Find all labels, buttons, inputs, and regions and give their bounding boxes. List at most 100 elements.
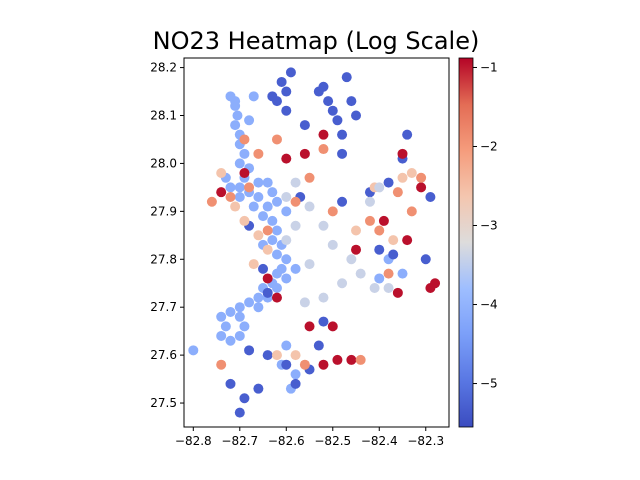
data-point (244, 345, 255, 356)
data-point (188, 345, 199, 356)
data-point (290, 378, 301, 389)
data-point (216, 359, 227, 370)
data-point (234, 191, 245, 202)
data-point (271, 225, 282, 236)
data-point (225, 191, 236, 202)
data-point (281, 206, 292, 217)
data-point (341, 72, 352, 83)
data-point (374, 225, 385, 236)
data-point (258, 263, 269, 274)
data-point (216, 168, 227, 179)
data-point (420, 254, 431, 265)
data-point (262, 177, 273, 188)
data-point (318, 81, 329, 92)
data-point (262, 350, 273, 361)
data-point (378, 215, 389, 226)
data-point (290, 369, 301, 380)
data-point (225, 335, 236, 346)
colorbar-tick-label: −1 (480, 60, 498, 74)
colorbar-axis: −5 −4 −3 −2 −1 (473, 60, 498, 391)
data-point (281, 254, 292, 265)
data-point (262, 287, 273, 298)
data-point (281, 235, 292, 246)
data-point (318, 220, 329, 231)
data-point (271, 196, 282, 207)
data-point (253, 383, 264, 394)
data-point (253, 302, 264, 313)
data-point (239, 393, 250, 404)
data-point (253, 191, 264, 202)
y-tick-label: 27.9 (150, 204, 177, 218)
data-point (402, 235, 413, 246)
data-point (304, 172, 315, 183)
data-point (383, 177, 394, 188)
data-point (299, 148, 310, 159)
chart-title: NO23 Heatmap (Log Scale) (153, 27, 480, 55)
data-point (318, 316, 329, 327)
data-point (290, 177, 301, 188)
data-point (406, 206, 417, 217)
data-point (216, 311, 227, 322)
colorbar-tick-label: −2 (480, 139, 498, 153)
data-point (271, 96, 282, 107)
data-point (239, 215, 250, 226)
data-point (262, 244, 273, 255)
data-point (327, 105, 338, 116)
y-tick-label: 27.7 (150, 300, 177, 314)
data-point (369, 283, 380, 294)
data-point (299, 297, 310, 308)
data-point (388, 235, 399, 246)
x-tick-label: −82.7 (221, 434, 258, 448)
data-point (383, 268, 394, 279)
data-point (216, 330, 227, 341)
y-tick-label: 27.5 (150, 396, 177, 410)
data-point (239, 134, 250, 145)
data-point (392, 187, 403, 198)
data-point (271, 283, 282, 294)
data-point (346, 354, 357, 365)
data-point (290, 220, 301, 231)
data-point (220, 321, 231, 332)
y-tick-label: 27.8 (150, 252, 177, 266)
data-point (402, 129, 413, 140)
data-point (271, 350, 282, 361)
data-point (397, 268, 408, 279)
data-point (337, 278, 348, 289)
data-point (304, 201, 315, 212)
x-tick-label: −82.5 (314, 434, 351, 448)
data-point (318, 144, 329, 155)
data-point (351, 225, 362, 236)
data-point (281, 340, 292, 351)
data-point (299, 359, 310, 370)
data-point (232, 110, 243, 121)
scatter-points (188, 67, 441, 418)
y-tick-label: 27.6 (150, 348, 177, 362)
colorbar (458, 57, 474, 428)
data-point (234, 182, 245, 193)
data-point (239, 321, 250, 332)
data-point (225, 182, 236, 193)
data-point (230, 201, 241, 212)
data-point (392, 287, 403, 298)
data-point (304, 321, 315, 332)
data-point (248, 201, 259, 212)
data-point (262, 225, 273, 236)
data-point (383, 283, 394, 294)
colorbar-tick-label: −4 (480, 298, 498, 312)
data-point (281, 191, 292, 202)
data-point (244, 115, 255, 126)
data-point (290, 263, 301, 274)
data-point (234, 330, 245, 341)
data-point (337, 196, 348, 207)
data-point (244, 182, 255, 193)
x-axis: −82.8 −82.7 −82.6 −82.5 −82.4 −82.3 (175, 427, 444, 448)
y-tick-label: 28.0 (150, 156, 177, 170)
data-point (397, 148, 408, 159)
data-point (234, 407, 245, 418)
data-point (416, 172, 427, 183)
data-point (285, 67, 296, 78)
colorbar-tick-label: −3 (480, 219, 498, 233)
data-point (281, 359, 292, 370)
data-point (271, 268, 282, 279)
